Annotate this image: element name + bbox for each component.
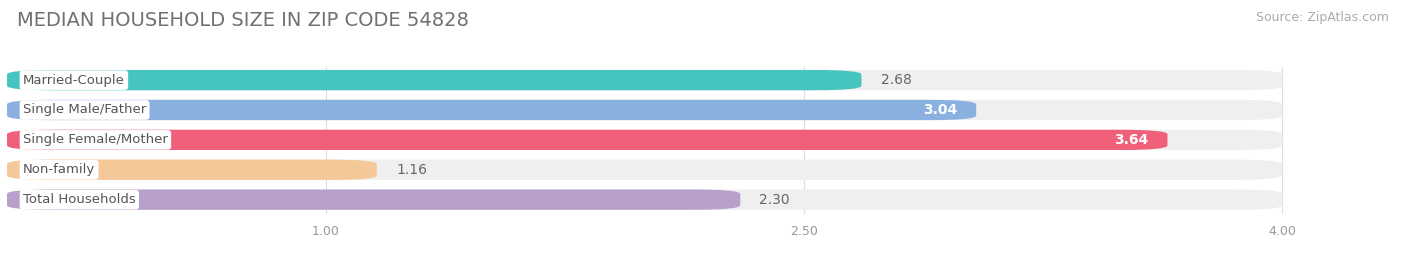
Text: Non-family: Non-family <box>22 163 96 176</box>
FancyBboxPatch shape <box>7 100 976 120</box>
Text: Total Households: Total Households <box>22 193 136 206</box>
FancyBboxPatch shape <box>7 130 1167 150</box>
Text: 3.04: 3.04 <box>922 103 957 117</box>
Text: 3.64: 3.64 <box>1114 133 1149 147</box>
FancyBboxPatch shape <box>7 70 1282 90</box>
Text: Single Female/Mother: Single Female/Mother <box>22 133 167 146</box>
FancyBboxPatch shape <box>7 189 741 210</box>
Text: Single Male/Father: Single Male/Father <box>22 104 146 116</box>
Text: MEDIAN HOUSEHOLD SIZE IN ZIP CODE 54828: MEDIAN HOUSEHOLD SIZE IN ZIP CODE 54828 <box>17 11 468 30</box>
Text: Source: ZipAtlas.com: Source: ZipAtlas.com <box>1256 11 1389 24</box>
Text: 2.68: 2.68 <box>880 73 911 87</box>
FancyBboxPatch shape <box>7 130 1282 150</box>
FancyBboxPatch shape <box>7 70 862 90</box>
FancyBboxPatch shape <box>7 100 1282 120</box>
Text: Married-Couple: Married-Couple <box>22 74 125 87</box>
FancyBboxPatch shape <box>7 160 1282 180</box>
Text: 2.30: 2.30 <box>759 193 790 207</box>
Text: 1.16: 1.16 <box>396 163 427 177</box>
FancyBboxPatch shape <box>7 189 1282 210</box>
FancyBboxPatch shape <box>7 160 377 180</box>
